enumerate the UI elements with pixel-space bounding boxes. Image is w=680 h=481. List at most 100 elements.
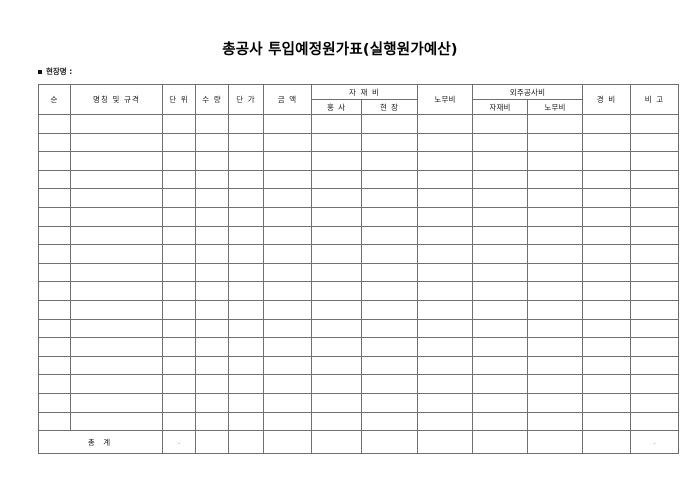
cell-no[interactable]: [38, 411, 71, 432]
cell-expenses[interactable]: [582, 281, 631, 301]
cell-subcontract-labor[interactable]: [527, 151, 583, 171]
cell-quantity[interactable]: [195, 225, 229, 246]
cell-unit[interactable]: [162, 299, 196, 320]
cell-name-spec[interactable]: [70, 262, 163, 283]
cell-name-spec[interactable]: [70, 299, 163, 320]
cell-no[interactable]: [38, 299, 71, 320]
cell-expenses[interactable]: [582, 114, 631, 134]
cell-subcontract-labor[interactable]: [527, 337, 583, 357]
cell-amount[interactable]: [263, 374, 312, 394]
cell-subcontract-material[interactable]: [472, 114, 528, 134]
cell-expenses[interactable]: [582, 225, 631, 246]
cell-labor-cost[interactable]: [417, 411, 473, 432]
cell-unit-price[interactable]: [228, 281, 264, 301]
cell-note[interactable]: [630, 244, 679, 264]
cell-name-spec[interactable]: [70, 411, 163, 432]
cell-name-spec[interactable]: [70, 355, 163, 376]
cell-note[interactable]: [630, 188, 679, 208]
cell-no[interactable]: [38, 169, 71, 190]
cell-unit-price[interactable]: [228, 188, 264, 208]
cell-name-spec[interactable]: [70, 374, 163, 394]
cell-material-hq[interactable]: [311, 169, 362, 190]
cell-name-spec[interactable]: [70, 188, 163, 208]
cell-quantity[interactable]: [195, 337, 229, 357]
cell-unit-price[interactable]: [228, 114, 264, 134]
cell-amount[interactable]: [263, 392, 312, 413]
cell-quantity[interactable]: [195, 392, 229, 413]
cell-expenses[interactable]: [582, 318, 631, 339]
total-cell-material-site[interactable]: [361, 430, 418, 455]
cell-unit[interactable]: [162, 281, 196, 301]
cell-material-site[interactable]: [361, 392, 418, 413]
cell-unit-price[interactable]: [228, 374, 264, 394]
cell-expenses[interactable]: [582, 206, 631, 227]
cell-subcontract-labor[interactable]: [527, 392, 583, 413]
cell-labor-cost[interactable]: [417, 337, 473, 357]
cell-expenses[interactable]: [582, 151, 631, 171]
cell-labor-cost[interactable]: [417, 299, 473, 320]
cell-name-spec[interactable]: [70, 114, 163, 134]
cell-quantity[interactable]: [195, 318, 229, 339]
cell-quantity[interactable]: [195, 169, 229, 190]
cell-unit[interactable]: [162, 355, 196, 376]
cell-labor-cost[interactable]: [417, 151, 473, 171]
cell-unit-price[interactable]: [228, 206, 264, 227]
cell-labor-cost[interactable]: [417, 132, 473, 153]
cell-unit[interactable]: [162, 337, 196, 357]
cell-no[interactable]: [38, 318, 71, 339]
cell-note[interactable]: [630, 318, 679, 339]
cell-subcontract-material[interactable]: [472, 337, 528, 357]
cell-note[interactable]: [630, 337, 679, 357]
cell-unit[interactable]: [162, 392, 196, 413]
cell-expenses[interactable]: [582, 337, 631, 357]
cell-labor-cost[interactable]: [417, 114, 473, 134]
cell-subcontract-labor[interactable]: [527, 281, 583, 301]
cell-subcontract-material[interactable]: [472, 318, 528, 339]
cell-material-hq[interactable]: [311, 318, 362, 339]
cell-expenses[interactable]: [582, 355, 631, 376]
cell-subcontract-material[interactable]: [472, 299, 528, 320]
cell-material-site[interactable]: [361, 244, 418, 264]
cell-unit-price[interactable]: [228, 411, 264, 432]
cell-material-hq[interactable]: [311, 151, 362, 171]
cell-labor-cost[interactable]: [417, 244, 473, 264]
cell-material-site[interactable]: [361, 318, 418, 339]
cell-material-site[interactable]: [361, 411, 418, 432]
cell-note[interactable]: [630, 225, 679, 246]
cell-note[interactable]: [630, 262, 679, 283]
cell-unit[interactable]: [162, 206, 196, 227]
cell-unit-price[interactable]: [228, 225, 264, 246]
cell-labor-cost[interactable]: [417, 188, 473, 208]
cell-unit[interactable]: [162, 244, 196, 264]
cell-name-spec[interactable]: [70, 169, 163, 190]
cell-no[interactable]: [38, 188, 71, 208]
total-cell-amount[interactable]: [263, 430, 312, 455]
cell-expenses[interactable]: [582, 262, 631, 283]
cell-quantity[interactable]: [195, 374, 229, 394]
cell-unit[interactable]: [162, 318, 196, 339]
cell-labor-cost[interactable]: [417, 262, 473, 283]
cell-quantity[interactable]: [195, 188, 229, 208]
cell-material-site[interactable]: [361, 281, 418, 301]
cell-no[interactable]: [38, 244, 71, 264]
cell-material-site[interactable]: [361, 132, 418, 153]
cell-note[interactable]: [630, 411, 679, 432]
cell-no[interactable]: [38, 225, 71, 246]
cell-material-site[interactable]: [361, 169, 418, 190]
cell-no[interactable]: [38, 355, 71, 376]
cell-note[interactable]: [630, 132, 679, 153]
cell-quantity[interactable]: [195, 132, 229, 153]
cell-material-hq[interactable]: [311, 355, 362, 376]
cell-quantity[interactable]: [195, 244, 229, 264]
cell-no[interactable]: [38, 262, 71, 283]
cell-no[interactable]: [38, 337, 71, 357]
cell-subcontract-labor[interactable]: [527, 299, 583, 320]
cell-note[interactable]: [630, 299, 679, 320]
cell-name-spec[interactable]: [70, 151, 163, 171]
cell-subcontract-labor[interactable]: [527, 262, 583, 283]
cell-material-site[interactable]: [361, 151, 418, 171]
cell-labor-cost[interactable]: [417, 392, 473, 413]
cell-material-hq[interactable]: [311, 392, 362, 413]
cell-quantity[interactable]: [195, 151, 229, 171]
cell-material-hq[interactable]: [311, 114, 362, 134]
